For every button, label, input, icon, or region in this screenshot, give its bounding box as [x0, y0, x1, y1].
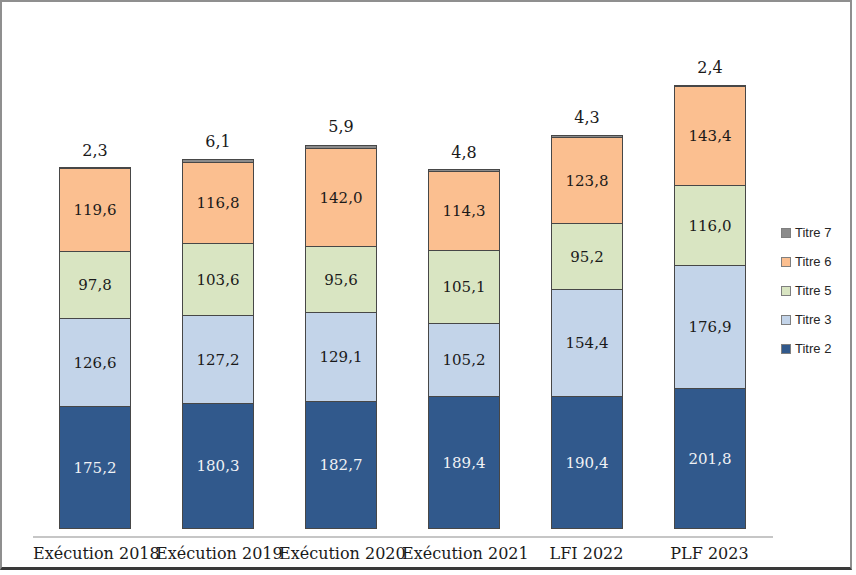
data-label-titre-2-ex-cution-2021: 189,4: [429, 397, 499, 528]
legend-label-titre-7: Titre 7: [795, 226, 831, 239]
legend-label-titre-6: Titre 6: [795, 255, 831, 268]
above-bar-label-ex-cution-2019: 6,1: [162, 132, 274, 151]
bar-segment-titre-5-ex-cution-2019: 103,6: [182, 243, 254, 316]
x-axis-label-plf-2023: PLF 2023: [648, 544, 771, 563]
data-label-titre-2-ex-cution-2018: 175,2: [60, 407, 130, 528]
plot-area: 119,697,8126,6175,22,3116,8103,6127,2180…: [2, 2, 850, 567]
bar-ex-cution-2021: 114,3105,1105,2189,44,8: [428, 169, 500, 529]
bar-segment-titre-2-ex-cution-2021: 189,4: [428, 396, 500, 529]
legend-item-titre-6: Titre 6: [781, 255, 831, 268]
x-axis-label-ex-cution-2020: Exécution 2020: [279, 544, 402, 563]
above-bar-label-ex-cution-2021: 4,8: [408, 143, 520, 162]
data-label-titre-3-ex-cution-2019: 127,2: [183, 316, 253, 403]
data-label-titre-6-ex-cution-2019: 116,8: [183, 163, 253, 243]
legend-swatch-titre-7: [781, 228, 791, 238]
legend-swatch-titre-3: [781, 315, 791, 325]
legend-item-titre-7: Titre 7: [781, 226, 831, 239]
legend-swatch-titre-2: [781, 344, 791, 354]
bar-lfi-2022: 123,895,2154,4190,44,3: [551, 135, 623, 529]
legend-item-titre-3: Titre 3: [781, 313, 831, 326]
bar-segment-titre-5-lfi-2022: 95,2: [551, 223, 623, 290]
bar-segment-titre-6-lfi-2022: 123,8: [551, 137, 623, 224]
bar-plf-2023: 143,4116,0176,9201,82,4: [674, 85, 746, 529]
bar-segment-titre-5-ex-cution-2021: 105,1: [428, 250, 500, 324]
data-label-titre-6-lfi-2022: 123,8: [552, 138, 622, 223]
data-label-titre-2-ex-cution-2020: 182,7: [306, 402, 376, 528]
data-label-titre-2-ex-cution-2019: 180,3: [183, 404, 253, 528]
data-label-titre-6-plf-2023: 143,4: [675, 87, 745, 185]
bar-segment-titre-5-ex-cution-2020: 95,6: [305, 246, 377, 313]
data-label-titre-5-lfi-2022: 95,2: [552, 224, 622, 289]
bar-segment-titre-6-ex-cution-2021: 114,3: [428, 171, 500, 251]
legend-item-titre-5: Titre 5: [781, 284, 831, 297]
above-bar-label-lfi-2022: 4,3: [531, 108, 643, 127]
legend-item-titre-2: Titre 2: [781, 342, 831, 355]
data-label-titre-5-plf-2023: 116,0: [675, 186, 745, 265]
legend-swatch-titre-6: [781, 257, 791, 267]
x-axis-labels: Exécution 2018Exécution 2019Exécution 20…: [59, 544, 819, 568]
data-label-titre-3-ex-cution-2018: 126,6: [60, 319, 130, 406]
bar-segment-titre-6-ex-cution-2018: 119,6: [59, 168, 131, 252]
bar-segment-titre-5-plf-2023: 116,0: [674, 185, 746, 266]
data-label-titre-2-lfi-2022: 190,4: [552, 397, 622, 528]
legend-label-titre-5: Titre 5: [795, 284, 831, 297]
x-axis-label-lfi-2022: LFI 2022: [525, 544, 648, 563]
data-label-titre-3-ex-cution-2021: 105,2: [429, 324, 499, 396]
above-bar-label-ex-cution-2020: 5,9: [285, 117, 397, 136]
bar-ex-cution-2018: 119,697,8126,6175,22,3: [59, 167, 131, 529]
bar-segment-titre-3-plf-2023: 176,9: [674, 265, 746, 389]
bar-segment-titre-2-lfi-2022: 190,4: [551, 396, 623, 529]
bar-segment-titre-3-ex-cution-2018: 126,6: [59, 318, 131, 407]
data-label-titre-2-plf-2023: 201,8: [675, 389, 745, 528]
bar-segment-titre-2-ex-cution-2018: 175,2: [59, 406, 131, 529]
bar-segment-titre-3-ex-cution-2020: 129,1: [305, 312, 377, 402]
legend-label-titre-2: Titre 2: [795, 342, 831, 355]
data-label-titre-5-ex-cution-2018: 97,8: [60, 252, 130, 318]
data-label-titre-6-ex-cution-2020: 142,0: [306, 149, 376, 246]
data-label-titre-6-ex-cution-2018: 119,6: [60, 169, 130, 251]
bar-segment-titre-6-ex-cution-2020: 142,0: [305, 148, 377, 247]
x-axis-label-ex-cution-2019: Exécution 2019: [156, 544, 279, 563]
data-label-titre-3-lfi-2022: 154,4: [552, 290, 622, 396]
bar-segment-titre-3-ex-cution-2021: 105,2: [428, 323, 500, 397]
data-label-titre-6-ex-cution-2021: 114,3: [429, 172, 499, 250]
data-label-titre-5-ex-cution-2020: 95,6: [306, 247, 376, 312]
bar-segment-titre-2-ex-cution-2019: 180,3: [182, 403, 254, 529]
data-label-titre-3-ex-cution-2020: 129,1: [306, 313, 376, 401]
bar-segment-titre-2-ex-cution-2020: 182,7: [305, 401, 377, 529]
above-bar-label-ex-cution-2018: 2,3: [39, 141, 151, 160]
above-bar-label-plf-2023: 2,4: [654, 58, 766, 77]
data-label-titre-5-ex-cution-2021: 105,1: [429, 251, 499, 323]
bar-segment-titre-6-ex-cution-2019: 116,8: [182, 162, 254, 244]
x-axis-label-ex-cution-2021: Exécution 2021: [402, 544, 525, 563]
legend-label-titre-3: Titre 3: [795, 313, 831, 326]
bar-segment-titre-3-ex-cution-2019: 127,2: [182, 315, 254, 404]
bar-ex-cution-2020: 142,095,6129,1182,75,9: [305, 145, 377, 529]
bars-container: 119,697,8126,6175,22,3 116,8103,6127,2180…: [59, 2, 819, 529]
bar-segment-titre-6-plf-2023: 143,4: [674, 86, 746, 186]
bar-segment-titre-5-ex-cution-2018: 97,8: [59, 251, 131, 319]
data-label-titre-3-plf-2023: 176,9: [675, 266, 745, 388]
legend: Titre 7 Titre 6 Titre 5 Titre 3 Titre 2: [781, 226, 831, 371]
data-label-titre-5-ex-cution-2019: 103,6: [183, 244, 253, 315]
x-axis-line: [33, 536, 773, 538]
legend-swatch-titre-5: [781, 286, 791, 296]
x-axis-label-ex-cution-2018: Exécution 2018: [33, 544, 156, 563]
bar-segment-titre-3-lfi-2022: 154,4: [551, 289, 623, 397]
chart-frame: 119,697,8126,6175,22,3116,8103,6127,2180…: [0, 0, 852, 570]
bar-ex-cution-2019: 116,8103,6127,2180,36,1: [182, 159, 254, 529]
bar-segment-titre-2-plf-2023: 201,8: [674, 388, 746, 529]
